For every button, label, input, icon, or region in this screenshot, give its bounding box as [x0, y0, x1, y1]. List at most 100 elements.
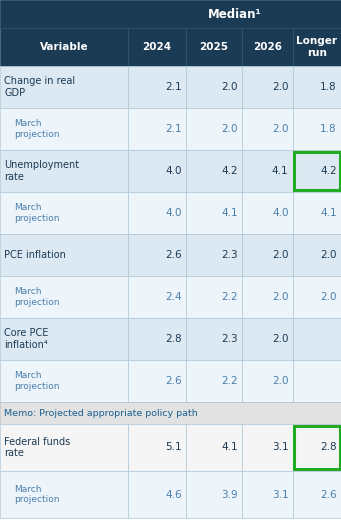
Text: 2024: 2024 [142, 42, 172, 52]
Bar [293, 192, 341, 234]
Bar [0, 360, 128, 402]
Text: 2.2: 2.2 [221, 292, 238, 302]
Bar [128, 234, 186, 276]
Bar [186, 192, 242, 234]
Bar [242, 276, 293, 318]
Text: 2.2: 2.2 [221, 376, 238, 386]
Text: PCE inflation: PCE inflation [4, 250, 66, 260]
Text: 4.0: 4.0 [272, 208, 288, 218]
Text: 3.1: 3.1 [272, 490, 288, 500]
Text: 2.0: 2.0 [272, 82, 288, 92]
Text: 1.8: 1.8 [320, 82, 337, 92]
Text: 2.6: 2.6 [320, 490, 337, 500]
Bar [186, 276, 242, 318]
Text: March
projection: March projection [14, 371, 59, 390]
Text: March
projection: March projection [14, 203, 59, 223]
Bar [242, 192, 293, 234]
Bar [186, 424, 242, 471]
Bar [293, 66, 341, 108]
Text: 4.2: 4.2 [320, 166, 337, 176]
Bar [242, 108, 293, 150]
Text: 2.0: 2.0 [272, 334, 288, 344]
Bar [294, 152, 340, 190]
Text: 2.0: 2.0 [321, 250, 337, 260]
Text: 4.0: 4.0 [165, 166, 182, 176]
Bar [0, 471, 128, 518]
Text: 2.0: 2.0 [222, 82, 238, 92]
Text: Variable: Variable [40, 42, 88, 52]
Bar [293, 150, 341, 192]
Bar [128, 318, 186, 360]
Text: Median¹: Median¹ [208, 7, 261, 20]
Text: 2.0: 2.0 [272, 124, 288, 134]
Text: 3.1: 3.1 [272, 443, 288, 453]
Bar [0, 28, 128, 66]
Bar [0, 276, 128, 318]
Bar [294, 426, 340, 469]
Text: 4.0: 4.0 [165, 208, 182, 218]
Bar [293, 471, 341, 518]
Bar [128, 108, 186, 150]
Bar [0, 318, 128, 360]
Text: Unemployment
rate: Unemployment rate [4, 160, 79, 182]
Bar [186, 360, 242, 402]
Bar [293, 234, 341, 276]
Bar [0, 66, 128, 108]
Text: 2.0: 2.0 [222, 124, 238, 134]
Text: 4.1: 4.1 [221, 208, 238, 218]
Bar [242, 424, 293, 471]
Text: 2.0: 2.0 [272, 292, 288, 302]
Bar [128, 28, 186, 66]
Bar [0, 402, 341, 424]
Text: 4.2: 4.2 [221, 166, 238, 176]
Text: 2.0: 2.0 [321, 292, 337, 302]
Bar [128, 66, 186, 108]
Bar [0, 0, 341, 28]
Bar [293, 318, 341, 360]
Text: 5.1: 5.1 [165, 443, 182, 453]
Text: 2.8: 2.8 [165, 334, 182, 344]
Text: 2.0: 2.0 [272, 250, 288, 260]
Text: 2.8: 2.8 [320, 443, 337, 453]
Bar [0, 108, 128, 150]
Text: 2026: 2026 [253, 42, 282, 52]
Text: 2.0: 2.0 [272, 376, 288, 386]
Text: March
projection: March projection [14, 287, 59, 307]
Text: 2.3: 2.3 [221, 334, 238, 344]
Bar [242, 28, 293, 66]
Bar [242, 66, 293, 108]
Bar [128, 424, 186, 471]
Text: Federal funds
rate: Federal funds rate [4, 437, 70, 458]
Bar [0, 424, 128, 471]
Text: 2.1: 2.1 [165, 124, 182, 134]
Text: 4.1: 4.1 [272, 166, 288, 176]
Bar [128, 150, 186, 192]
Text: 2.4: 2.4 [165, 292, 182, 302]
Bar [186, 66, 242, 108]
Text: 2.1: 2.1 [165, 82, 182, 92]
Bar [186, 150, 242, 192]
Text: 1.8: 1.8 [320, 124, 337, 134]
Bar [186, 234, 242, 276]
Text: 2.3: 2.3 [221, 250, 238, 260]
Bar [293, 108, 341, 150]
Bar [0, 234, 128, 276]
Bar [128, 471, 186, 518]
Text: 2.6: 2.6 [165, 250, 182, 260]
Text: 3.9: 3.9 [221, 490, 238, 500]
Bar [186, 108, 242, 150]
Bar [242, 234, 293, 276]
Bar [293, 424, 341, 471]
Text: March
projection: March projection [14, 485, 59, 504]
Text: March
projection: March projection [14, 120, 59, 139]
Bar [293, 28, 341, 66]
Bar [242, 318, 293, 360]
Text: 2025: 2025 [199, 42, 228, 52]
Bar [0, 192, 128, 234]
Bar [242, 150, 293, 192]
Bar [186, 318, 242, 360]
Text: 4.1: 4.1 [320, 208, 337, 218]
Bar [128, 276, 186, 318]
Bar [0, 150, 128, 192]
Text: 2.6: 2.6 [165, 376, 182, 386]
